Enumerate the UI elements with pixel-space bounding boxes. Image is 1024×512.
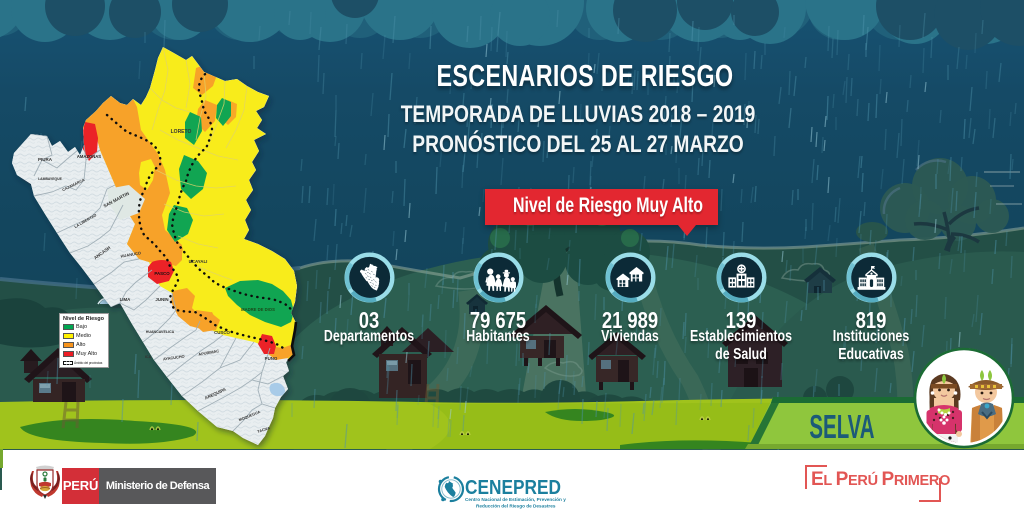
svg-text:PIURA: PIURA — [38, 157, 53, 162]
svg-text:ICA: ICA — [145, 355, 152, 359]
svg-text:HUANCAVELICA: HUANCAVELICA — [146, 330, 175, 334]
svg-text:JUNIN: JUNIN — [155, 297, 168, 302]
svg-text:MADRE DE DIOS: MADRE DE DIOS — [241, 307, 275, 312]
svg-text:Centro Nacional de Estimación,: Centro Nacional de Estimación, Prevenció… — [465, 497, 566, 502]
svg-text:CUSCO: CUSCO — [214, 330, 230, 335]
svg-text:AYACUCHO: AYACUCHO — [163, 354, 185, 362]
svg-text:TACNA: TACNA — [257, 426, 271, 434]
svg-text:AMAZONAS: AMAZONAS — [77, 154, 101, 159]
svg-text:LIMA: LIMA — [120, 297, 132, 302]
svg-text:Reducción del Riesgo de Desast: Reducción del Riesgo de Desastres — [476, 504, 556, 509]
svg-text:UCAYALI: UCAYALI — [189, 259, 208, 264]
svg-text:CENEPRED: CENEPRED — [465, 477, 561, 499]
svg-text:HUANUCO: HUANUCO — [120, 250, 141, 258]
svg-text:LAMBAYEQUE: LAMBAYEQUE — [38, 177, 63, 181]
svg-text:PASCO: PASCO — [154, 271, 170, 276]
svg-text:APURIMAC: APURIMAC — [198, 348, 220, 357]
svg-text:LORETO: LORETO — [171, 129, 192, 135]
svg-text:PUNO: PUNO — [265, 356, 278, 361]
